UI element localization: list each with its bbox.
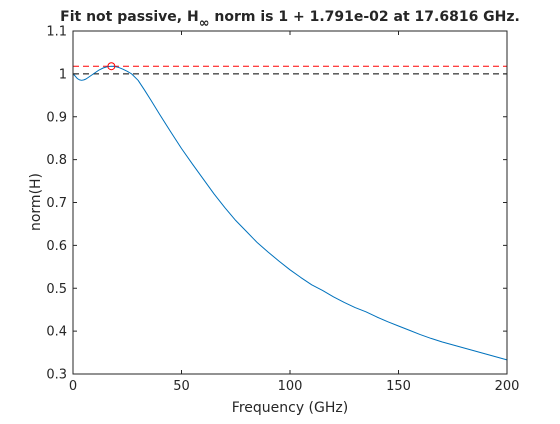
y-tick-label: 0.9 bbox=[46, 110, 67, 125]
y-tick-label: 0.3 bbox=[46, 368, 67, 383]
marker-group bbox=[107, 62, 116, 71]
x-tick-label: 50 bbox=[173, 379, 190, 394]
title-suffix: norm is 1 + 1.791e-02 at 17.6816 GHz. bbox=[210, 9, 520, 25]
y-ticks: 0.3 0.4 0.5 0.6 0.7 0.8 0.9 1 1.1 bbox=[46, 25, 507, 383]
series-group bbox=[72, 65, 508, 361]
y-tick-label: 0.6 bbox=[46, 239, 67, 254]
y-tick-label: 0.5 bbox=[46, 282, 67, 297]
chart-title: Fit not passive, H∞ norm is 1 + 1.791e-0… bbox=[60, 9, 520, 31]
x-tick-label: 0 bbox=[69, 379, 77, 394]
series-line-0 bbox=[72, 65, 508, 361]
x-tick-label: 150 bbox=[386, 379, 411, 394]
y-tick-label: 1.1 bbox=[46, 25, 67, 40]
peak-marker bbox=[107, 62, 116, 71]
title-subscript: ∞ bbox=[199, 16, 210, 31]
x-ticks: 0 50 100 150 200 bbox=[69, 31, 520, 394]
title-prefix: Fit not passive, H bbox=[60, 9, 199, 25]
x-axis-label: Frequency (GHz) bbox=[232, 400, 348, 416]
reference-lines bbox=[73, 65, 507, 75]
y-tick-label: 0.8 bbox=[46, 153, 67, 168]
y-axis-label: norm(H) bbox=[28, 173, 44, 231]
plot-area bbox=[73, 31, 507, 374]
y-tick-label: 0.7 bbox=[46, 196, 67, 211]
x-tick-label: 200 bbox=[495, 379, 520, 394]
x-tick-label: 100 bbox=[278, 379, 303, 394]
y-tick-label: 1 bbox=[59, 67, 67, 82]
y-tick-label: 0.4 bbox=[46, 325, 67, 340]
